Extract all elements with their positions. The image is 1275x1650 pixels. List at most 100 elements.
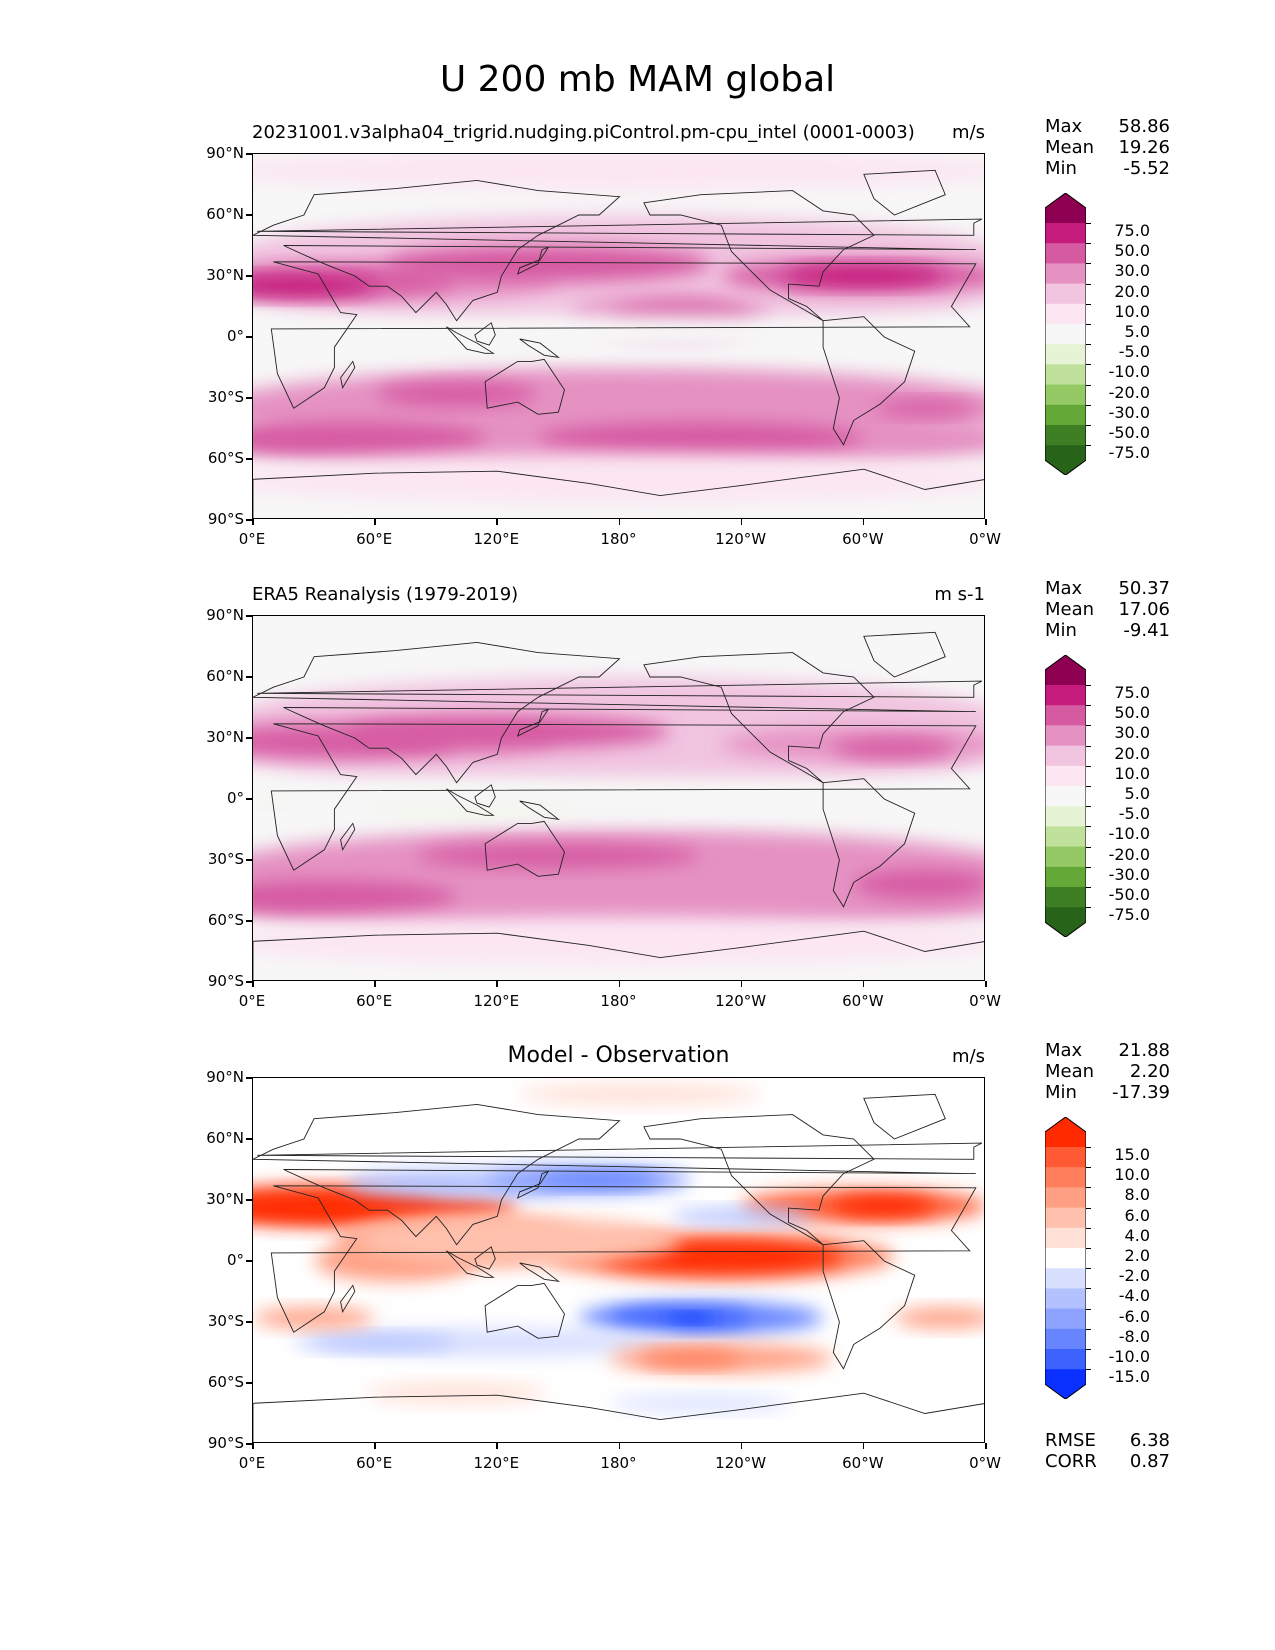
colorbar-segment	[1045, 886, 1086, 908]
colorbar-segment	[1045, 725, 1086, 747]
stat-max-label: Max	[1045, 116, 1083, 137]
colorbar-tick	[1086, 1248, 1091, 1249]
lat-tick	[246, 397, 252, 399]
lon-tick	[618, 519, 620, 525]
colorbar-level-label: 20.0	[1114, 743, 1150, 763]
field-band-12	[375, 381, 538, 407]
colorbar-tick	[1086, 445, 1091, 447]
colorbar-tick	[1086, 1288, 1091, 1290]
colorbar-segment	[1045, 1207, 1086, 1229]
colorbar-extend-top	[1045, 655, 1086, 685]
colorbar-segment	[1045, 1247, 1086, 1269]
lon-tick-label: 180°	[600, 530, 637, 548]
lat-tick-label: 60°S	[207, 911, 244, 929]
colorbar-level-label: 5.0	[1124, 784, 1150, 803]
lat-tick-label: 0°	[226, 1251, 244, 1269]
field-band-23	[365, 1383, 549, 1404]
lon-tick	[374, 981, 376, 987]
colorbar	[1045, 193, 1086, 476]
lat-tick-label: 90°S	[207, 510, 244, 528]
colorbar-tick	[1086, 223, 1091, 224]
lat-tick-label: 90°N	[206, 606, 244, 624]
lon-tick	[374, 519, 376, 525]
colorbar-level-label: -2.0	[1118, 1266, 1150, 1286]
stat-min-value: -17.39	[1111, 1082, 1170, 1103]
lat-tick	[246, 1260, 252, 1262]
lon-tick-label: 60°W	[842, 1454, 884, 1472]
corr-value: 0.87	[1129, 1451, 1170, 1472]
lon-tick-label: 120°W	[715, 992, 767, 1010]
lon-tick	[740, 1443, 743, 1449]
colorbar-tick	[1086, 263, 1091, 265]
stat-max-label: Max	[1045, 1040, 1083, 1061]
colorbar-level-label: 4.0	[1124, 1225, 1150, 1245]
colorbar-segment	[1045, 1288, 1086, 1310]
colorbar-level-label: 20.0	[1114, 281, 1150, 301]
colorbar-tick	[1086, 1308, 1091, 1310]
lat-tick-label: 60°N	[206, 205, 244, 223]
colorbar-tick	[1086, 324, 1091, 325]
colorbar-segment	[1045, 222, 1086, 244]
colorbar-level-label: 10.0	[1114, 1165, 1150, 1185]
colorbar-tick	[1086, 404, 1091, 406]
lat-tick	[246, 1199, 252, 1201]
lat-tick	[246, 458, 252, 460]
lon-tick-label: 0°W	[969, 1454, 1001, 1472]
lon-tick	[985, 1443, 987, 1449]
lon-tick	[252, 981, 254, 987]
field-band-12	[538, 1171, 661, 1188]
lon-tick-label: 120°W	[715, 1454, 767, 1472]
lat-tick	[246, 1443, 252, 1445]
colorbar-level-label: 2.0	[1124, 1246, 1150, 1265]
lat-tick	[246, 153, 252, 155]
colorbar-segment	[1045, 1328, 1086, 1350]
colorbar-tick	[1086, 425, 1091, 426]
lat-tick	[246, 336, 252, 338]
colorbar-tick	[1086, 866, 1091, 868]
colorbar-level-label: 50.0	[1114, 241, 1150, 261]
field-band-14	[538, 422, 864, 456]
lon-tick	[618, 981, 620, 987]
colorbar-level-label: -20.0	[1108, 382, 1150, 402]
lat-tick-label: 30°S	[207, 1312, 244, 1330]
colorbar-tick	[1086, 826, 1091, 828]
colorbar-level-label: -5.0	[1118, 804, 1150, 824]
colorbar-level-label: -15.0	[1108, 1367, 1150, 1387]
colorbar-tick	[1086, 384, 1091, 386]
colorbar-tick	[1086, 1187, 1091, 1189]
field-band-5	[385, 245, 712, 283]
stat-mean-label: Mean	[1045, 1061, 1095, 1082]
field-band-22	[894, 1307, 984, 1329]
colorbar-extend-bottom	[1045, 1369, 1086, 1400]
colorbar-extend-bottom	[1045, 907, 1086, 938]
field-band-4	[253, 276, 376, 297]
colorbar-tick	[1086, 1268, 1091, 1270]
colorbar-tick	[1086, 725, 1091, 727]
stat-mean-label: Mean	[1045, 599, 1095, 620]
panel-title: ERA5 Reanalysis (1979-2019)	[252, 584, 519, 605]
stat-max-value: 58.86	[1118, 116, 1170, 137]
panel-title: 20231001.v3alpha04_trigrid.nudging.piCon…	[252, 122, 915, 143]
field-band-15	[253, 916, 984, 966]
colorbar-segment	[1045, 384, 1086, 406]
lat-tick-label: 30°S	[207, 850, 244, 868]
lat-tick-label: 90°S	[207, 972, 244, 990]
lat-tick	[246, 798, 252, 800]
lat-tick	[246, 1321, 252, 1323]
colorbar-segment	[1045, 745, 1086, 767]
lon-tick	[862, 981, 865, 987]
stat-min-value: -5.52	[1123, 158, 1170, 179]
stat-mean-value: 2.20	[1129, 1061, 1170, 1082]
lat-tick	[246, 1077, 252, 1079]
colorbar-level-label: -20.0	[1108, 844, 1150, 864]
colorbar-level-label: -30.0	[1108, 402, 1150, 422]
colorbar-segment	[1045, 1348, 1086, 1370]
colorbar-segment	[1045, 424, 1086, 446]
colorbar-segment	[1045, 684, 1086, 706]
field-band-16	[253, 314, 984, 352]
colorbar-level-label: -4.0	[1118, 1286, 1150, 1306]
colorbar-level-label: -50.0	[1108, 423, 1150, 442]
field-band-4	[344, 715, 671, 749]
lon-tick	[618, 1443, 620, 1449]
lon-tick-label: 60°E	[356, 530, 393, 548]
